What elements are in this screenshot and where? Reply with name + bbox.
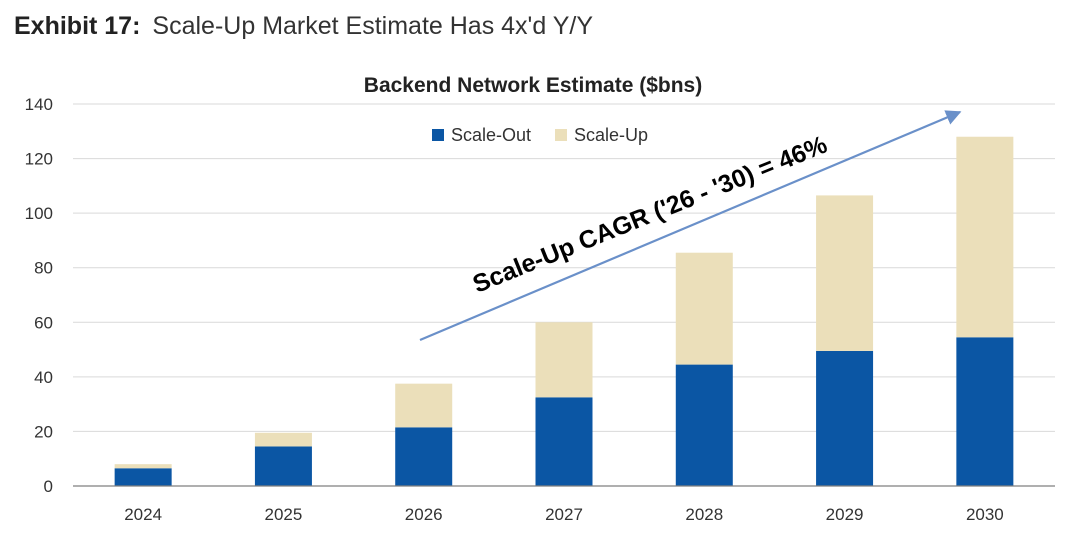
x-tick-label: 2029 bbox=[826, 505, 864, 524]
bar-scale-up-2025 bbox=[254, 432, 312, 447]
cagr-trend-arrow bbox=[419, 110, 962, 342]
bar-scale-up-2026 bbox=[395, 383, 453, 428]
legend: Scale-Out Scale-Up bbox=[432, 125, 648, 145]
legend-swatch-scale-up bbox=[555, 129, 567, 141]
bars bbox=[114, 136, 1014, 486]
legend-label-scale-out: Scale-Out bbox=[451, 125, 531, 145]
x-tick-label: 2026 bbox=[405, 505, 443, 524]
y-tick-label: 120 bbox=[25, 150, 53, 169]
bar-scale-up-2028 bbox=[675, 252, 733, 365]
exhibit-title: Scale-Up Market Estimate Has 4x'd Y/Y bbox=[152, 12, 594, 40]
bar-scale-out-2025 bbox=[254, 446, 312, 486]
x-tick-label: 2025 bbox=[265, 505, 303, 524]
bar-scale-out-2024 bbox=[114, 468, 172, 486]
bar-scale-out-2030 bbox=[956, 337, 1014, 486]
x-tick-label: 2030 bbox=[966, 505, 1004, 524]
x-tick-label: 2027 bbox=[545, 505, 583, 524]
y-tick-label: 140 bbox=[25, 95, 53, 114]
y-tick-label: 0 bbox=[44, 477, 53, 496]
y-tick-label: 60 bbox=[34, 313, 53, 332]
bar-scale-up-2029 bbox=[816, 195, 874, 351]
bar-scale-out-2028 bbox=[675, 364, 733, 486]
y-tick-label: 100 bbox=[25, 204, 53, 223]
bar-scale-out-2026 bbox=[395, 427, 453, 486]
bar-scale-up-2030 bbox=[956, 136, 1014, 338]
bar-scale-out-2029 bbox=[816, 350, 874, 486]
bar-scale-up-2027 bbox=[535, 322, 593, 398]
bar-scale-up-2024 bbox=[114, 464, 172, 469]
cagr-annotation: Scale-Up CAGR ('26 - '30) = 46% bbox=[469, 131, 831, 299]
legend-label-scale-up: Scale-Up bbox=[574, 125, 648, 145]
legend-swatch-scale-out bbox=[432, 129, 444, 141]
x-tick-label: 2028 bbox=[685, 505, 723, 524]
axes: 0 20 40 60 80 100 120 140 2024 2025 2026 2027 2028 20… bbox=[25, 95, 1055, 524]
chart-title: Backend Network Estimate ($bns) bbox=[364, 74, 702, 97]
y-tick-label: 20 bbox=[34, 422, 53, 441]
y-tick-label: 40 bbox=[34, 368, 53, 387]
exhibit-number: Exhibit 17: bbox=[14, 12, 141, 40]
y-tick-label: 80 bbox=[34, 259, 53, 278]
x-tick-label: 2024 bbox=[124, 505, 162, 524]
exhibit-heading: Exhibit 17: Scale-Up Market Estimate Has … bbox=[14, 12, 593, 41]
bar-scale-out-2027 bbox=[535, 397, 593, 486]
